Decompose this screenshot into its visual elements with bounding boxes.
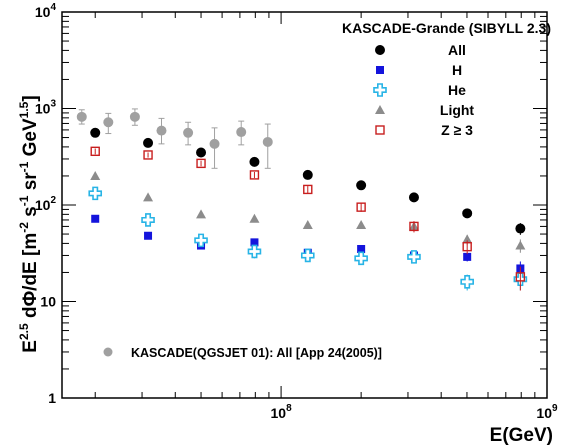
x-tick-label: 108 <box>271 403 293 421</box>
point-z-3 <box>196 158 206 169</box>
legend-marker-z-3 <box>375 125 385 135</box>
point-light <box>302 220 313 230</box>
legend-label-light: Light <box>440 102 475 118</box>
point-z-3 <box>303 184 313 195</box>
reference-legend: KASCADE(QGSJET 01): All [App 24(2005)] <box>103 346 382 360</box>
reference-point <box>209 138 220 149</box>
reference-point <box>183 127 194 138</box>
point-all <box>302 169 313 180</box>
point-light <box>515 240 526 250</box>
point-z-3 <box>409 221 419 232</box>
point-z-3 <box>515 272 526 282</box>
point-all <box>515 223 526 234</box>
legend-label-he: He <box>448 82 466 98</box>
legend-label-all: All <box>448 42 466 58</box>
x-axis-label: E(GeV) <box>490 425 553 446</box>
point-z-3 <box>249 170 260 180</box>
point-all <box>356 180 367 191</box>
point-z-3 <box>462 241 472 252</box>
point-h <box>357 244 366 253</box>
point-light <box>196 209 207 219</box>
x-tick-label: 109 <box>536 403 558 421</box>
point-he <box>88 186 103 201</box>
point-h <box>250 238 259 247</box>
legend-title: KASCADE-Grande (SIBYLL 2.3) <box>342 20 551 36</box>
point-he <box>354 251 368 266</box>
y-tick-label: 103 <box>35 99 57 117</box>
legend-marker-light <box>375 105 385 114</box>
point-all <box>196 147 207 158</box>
reference-point <box>103 117 114 128</box>
point-all <box>143 137 154 148</box>
point-all <box>90 127 101 138</box>
point-h <box>144 231 153 240</box>
point-light <box>249 213 260 223</box>
reference-point <box>262 136 273 147</box>
point-z-3 <box>90 146 100 157</box>
point-z-3 <box>356 202 366 212</box>
point-he <box>141 213 155 227</box>
reference-point <box>156 125 167 136</box>
reference-point <box>236 127 247 138</box>
y-tick-label: 104 <box>35 2 57 20</box>
ticks: 1 10 102 103 104 108 109 <box>35 2 558 421</box>
y-tick-label: 102 <box>35 195 57 213</box>
point-all <box>408 192 419 203</box>
reference-legend-marker <box>103 347 113 357</box>
y-tick-label: 1 <box>48 390 56 406</box>
point-h <box>91 214 100 223</box>
point-he <box>194 233 208 248</box>
point-light <box>90 170 101 180</box>
series-layer <box>88 127 528 291</box>
reference-point <box>76 111 87 122</box>
reference-point <box>129 111 140 122</box>
point-light <box>462 234 473 244</box>
legend-label-h: H <box>452 62 462 78</box>
point-h <box>463 252 472 261</box>
point-he <box>460 275 474 289</box>
y-tick-label: 10 <box>40 294 56 310</box>
reference-series <box>76 108 273 169</box>
point-light <box>356 220 367 230</box>
point-all <box>249 156 260 167</box>
point-he <box>300 248 315 263</box>
point-z-3 <box>143 150 153 160</box>
legend: KASCADE-Grande (SIBYLL 2.3) All H He Light Z… <box>342 20 551 138</box>
point-he <box>247 244 262 259</box>
point-he <box>407 250 421 264</box>
legend-label-z-3: Z ≥ 3 <box>441 122 473 138</box>
legend-marker-he <box>373 83 387 97</box>
plot-frame <box>61 11 548 399</box>
point-all <box>462 208 473 219</box>
legend-marker-all <box>375 45 385 55</box>
y-axis-label: E2.5 dΦ/dE [m-2 s-1 sr-1 GeV1.5] <box>17 95 41 352</box>
reference-legend-label: KASCADE(QGSJET 01): All [App 24(2005)] <box>131 346 382 360</box>
point-light <box>143 192 154 202</box>
legend-marker-h <box>376 66 384 74</box>
